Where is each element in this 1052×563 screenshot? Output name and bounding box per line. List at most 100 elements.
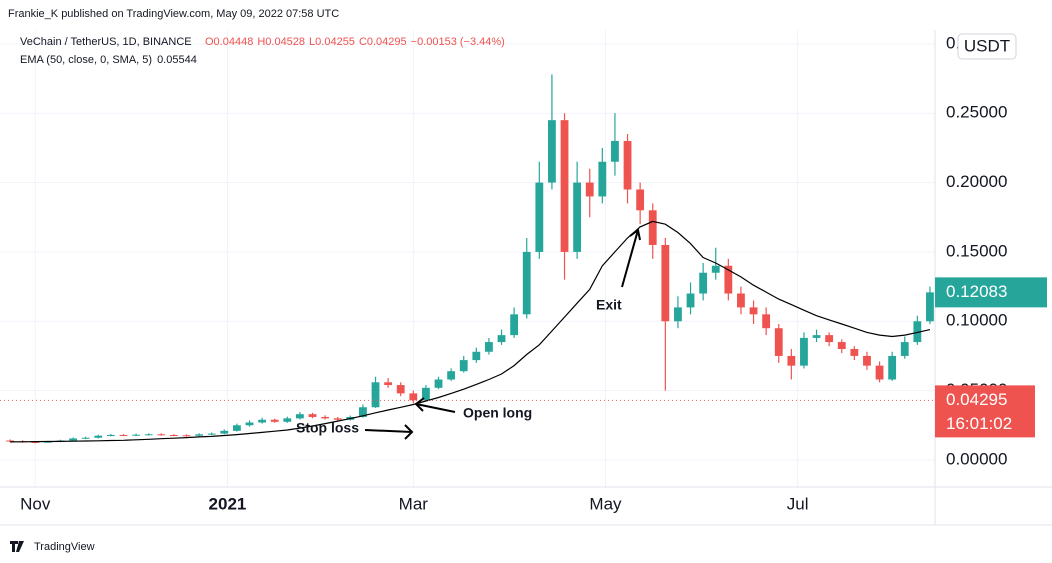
ohlc-value: H0.04528 [257,36,305,48]
x-tick-label: Jul [787,494,809,513]
ema-line [10,220,931,443]
y-tick-label: 0.25000 [946,103,1007,122]
exit-arrow [621,228,641,288]
annotation: Open long [463,405,532,421]
x-tick-label: May [589,494,622,513]
candle-body [686,293,695,308]
candle-body [157,434,166,436]
candle-body [308,414,317,417]
candle-body [497,335,506,343]
candle-body [422,387,430,401]
axes: 0.000000.050000.100000.150000.200000.250… [20,33,1047,513]
x-tick-label: Nov [20,494,51,513]
candle-body [598,161,607,197]
candle-body [207,433,216,435]
candle-body [585,182,594,197]
last-price-tag [935,277,1047,308]
ema-value: 0.05544 [157,54,197,66]
symbol: VeChain / TetherUS, 1D, BINANCE [20,36,192,48]
candle-body [850,348,859,356]
candle-body [900,342,909,356]
candle-body [522,251,531,315]
candle-body [548,120,556,183]
candle-body [6,440,14,442]
open-long-arrow [414,397,456,413]
candle-body [245,422,254,426]
candle-body [434,379,443,388]
candle-body [800,337,808,366]
footer: TradingView [10,541,95,553]
y-tick-label: 0.15000 [946,241,1007,260]
candle-body [611,140,619,162]
candle-body [812,335,821,338]
current-price-tag [935,385,1035,438]
candle-body [737,293,745,308]
ema-label: EMA (50, close, 0, SMA, 5) [20,54,152,66]
y-tick-label: 0.00000 [946,449,1007,468]
candle-body [69,438,77,441]
logo [10,541,24,552]
legend: VeChain / TetherUS, 1D, BINANCE EMA (50,… [20,36,505,66]
ohlc-value: −0.00153 (−3.44%) [411,36,505,48]
current-price-label: 0.04295 [946,390,1007,409]
candle-body [863,355,871,366]
candle-body [774,328,783,356]
candle-body [384,382,393,386]
candle-body [295,414,304,419]
candle-body [31,441,40,443]
annotation-arrows [364,228,641,440]
candle-body [169,434,178,436]
last-price-label: 0.12083 [946,282,1007,301]
candle-body [674,307,682,322]
candle-body [43,441,52,443]
candle-body [144,434,153,436]
candle-body [724,265,733,294]
candle-body [220,430,229,434]
candle-body [119,434,128,436]
candle-body [623,140,632,190]
candle-body [837,342,846,349]
plot [0,74,935,444]
candle-body [472,351,481,361]
candle-body [749,307,758,315]
candle-body [195,434,204,436]
candle-body [396,385,405,394]
candle-body [510,314,519,336]
candle-body [661,244,670,322]
candle-body [359,407,367,417]
candle-body [636,189,645,211]
candle-body [371,382,380,408]
candle-body [913,321,922,343]
candle-body [94,435,103,438]
candle-body [888,355,897,380]
currency-badge [957,33,1017,60]
candle-body [787,355,796,366]
y-tick-label: 0.20000 [946,172,1007,191]
x-tick-label: Mar [399,494,429,513]
candle-body [648,210,657,245]
candle-body [321,416,330,419]
candle-body [711,265,720,273]
ohlc-value: L0.04255 [309,36,355,48]
stop-loss-arrow [364,424,414,440]
candle-body [459,360,468,372]
y-tick-label: 0.10000 [946,311,1007,330]
candle-body [485,342,493,352]
ohlc-value: O0.04448 [205,36,253,48]
ohlc-value: C0.04295 [359,36,407,48]
candle-body [535,182,544,252]
currency: USDT [964,36,1010,55]
candle-body [825,335,834,343]
footer-text: TradingView [34,541,95,553]
candle-body [333,418,342,420]
annotation: Exit [596,297,622,313]
annotation: Stop loss [296,420,359,436]
candle-body [447,371,456,380]
candle-body [132,434,140,436]
published: Frankie_K published on TradingView.com, … [8,8,339,20]
countdown: 16:01:02 [946,414,1012,433]
candle-body [283,418,292,422]
candle-body [270,419,279,422]
candle-body [182,435,191,437]
